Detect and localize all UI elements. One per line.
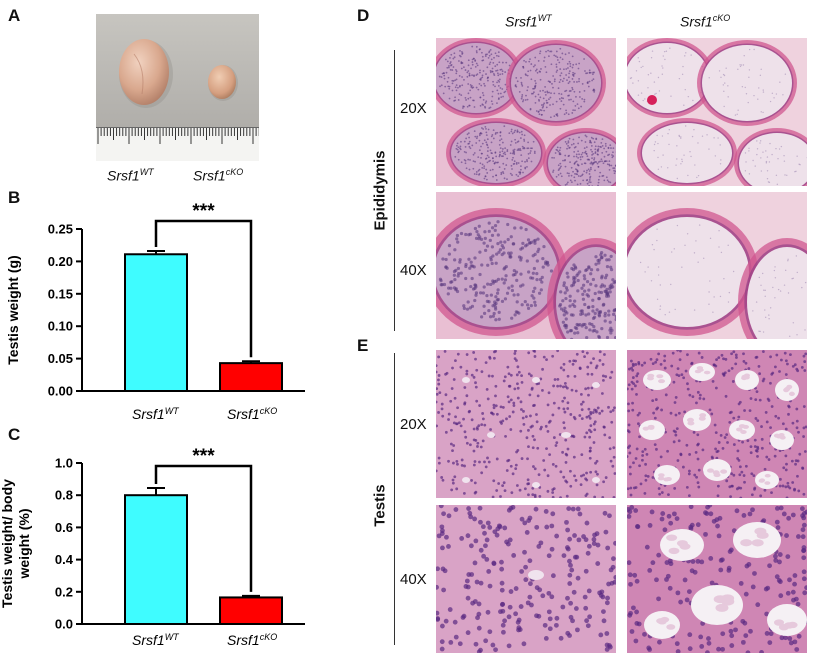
histology-epididymis-40x-cko [627, 192, 807, 339]
y-tick-label: 0.05 [48, 351, 73, 366]
panel-label-b: B [8, 188, 21, 207]
y-tick-label: 0.2 [55, 584, 73, 599]
histology-epididymis-40x-wt [436, 192, 616, 339]
x-label-wt: Srsf1WT [132, 406, 180, 422]
significance-bracket [154, 219, 253, 358]
tissue-label-testis: Testis [371, 484, 389, 527]
y-tick-label: 0.00 [48, 384, 73, 399]
mag-label-e-40x: 40X [400, 571, 427, 588]
y-tick-label: 0.20 [48, 254, 73, 269]
y-axis-label: Testis weight/ body [0, 479, 15, 608]
photo-label-wt: Srsf1WT [107, 167, 154, 184]
x-label-cko: Srsf1cKO [227, 632, 277, 648]
bar-cko [219, 362, 283, 393]
x-label-wt: Srsf1WT [132, 632, 180, 648]
panel-label-c: C [8, 425, 21, 444]
y-tick-label: 0.6 [55, 520, 73, 535]
y-tick-label: 0.8 [55, 488, 73, 503]
mag-label-e-20x: 20X [400, 416, 427, 433]
mag-label-d-40x: 40X [400, 262, 427, 279]
y-tick-label: 0.10 [48, 319, 73, 334]
panel-label-d: D [357, 6, 370, 25]
column-header-wt: Srsf1WT [505, 13, 552, 30]
panel-label-a: A [8, 6, 21, 25]
histology-testis-40x-wt [436, 505, 616, 653]
y-tick-label: 1.0 [55, 456, 73, 471]
mag-label-d-20x: 20X [400, 100, 427, 117]
tissue-label-epididymis: Epididymis [371, 150, 389, 231]
bar-cko [219, 596, 283, 625]
histology-testis-40x-cko [627, 505, 807, 653]
bracket-line-epididymis [394, 50, 395, 331]
significance-stars: *** [192, 201, 215, 222]
y-axis-label: Testis weight (g) [5, 255, 21, 364]
histology-epididymis-20x-cko [627, 38, 807, 186]
panel-label-e: E [357, 336, 369, 355]
photo-label-cko: Srsf1cKO [193, 167, 244, 184]
bar-wt [124, 253, 188, 392]
testis-photo [96, 14, 260, 161]
testis-body-ratio-chart: 0.0 0.2 0.4 0.6 0.8 1.0 Testis weight/ body wei… [0, 446, 305, 648]
significance-bracket [154, 464, 253, 592]
x-label-cko: Srsf1cKO [227, 406, 277, 422]
y-tick-label: 0.15 [48, 286, 73, 301]
bar-wt [124, 494, 188, 626]
y-tick-label: 0.0 [55, 617, 73, 632]
histology-testis-20x-wt [436, 350, 616, 498]
column-header-cko: Srsf1cKO [680, 13, 731, 30]
bracket-line-testis [394, 353, 395, 645]
significance-stars: *** [192, 446, 215, 467]
histology-epididymis-20x-wt [436, 38, 616, 186]
testis-weight-chart: 0.00 0.05 0.10 0.15 0.20 0.25 Testis weight (g… [5, 201, 305, 422]
histology-testis-20x-cko [627, 350, 807, 498]
y-tick-label: 0.25 [48, 222, 73, 237]
y-tick-label: 0.4 [55, 552, 74, 567]
y-axis-label: weight (%) [16, 509, 32, 580]
